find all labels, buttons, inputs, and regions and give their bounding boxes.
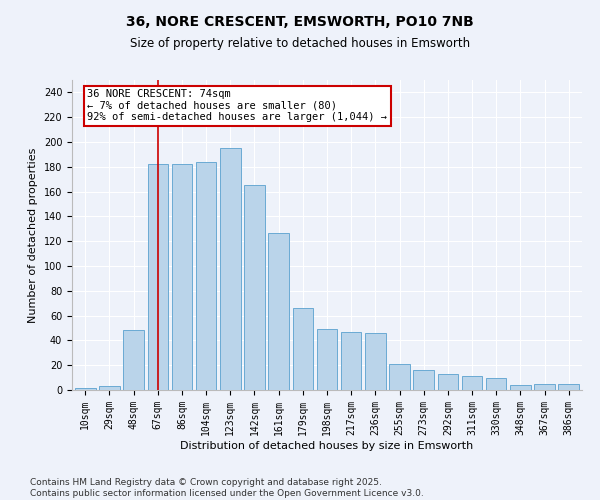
Bar [99, 386, 120, 390]
Bar [534, 384, 555, 390]
Bar [389, 364, 410, 390]
Bar [413, 370, 434, 390]
Bar [244, 186, 265, 390]
Text: Contains HM Land Registry data © Crown copyright and database right 2025.
Contai: Contains HM Land Registry data © Crown c… [30, 478, 424, 498]
Bar [124, 330, 144, 390]
Bar [293, 308, 313, 390]
Bar [268, 232, 289, 390]
Bar [365, 333, 386, 390]
Text: 36 NORE CRESCENT: 74sqm
← 7% of detached houses are smaller (80)
92% of semi-det: 36 NORE CRESCENT: 74sqm ← 7% of detached… [88, 90, 388, 122]
Bar [75, 388, 95, 390]
Y-axis label: Number of detached properties: Number of detached properties [28, 148, 38, 322]
Bar [510, 385, 530, 390]
Bar [196, 162, 217, 390]
Bar [462, 376, 482, 390]
Bar [317, 329, 337, 390]
Bar [220, 148, 241, 390]
X-axis label: Distribution of detached houses by size in Emsworth: Distribution of detached houses by size … [181, 440, 473, 450]
Bar [437, 374, 458, 390]
Bar [486, 378, 506, 390]
Bar [559, 384, 579, 390]
Bar [148, 164, 168, 390]
Bar [341, 332, 361, 390]
Text: Size of property relative to detached houses in Emsworth: Size of property relative to detached ho… [130, 38, 470, 51]
Text: 36, NORE CRESCENT, EMSWORTH, PO10 7NB: 36, NORE CRESCENT, EMSWORTH, PO10 7NB [126, 15, 474, 29]
Bar [172, 164, 192, 390]
